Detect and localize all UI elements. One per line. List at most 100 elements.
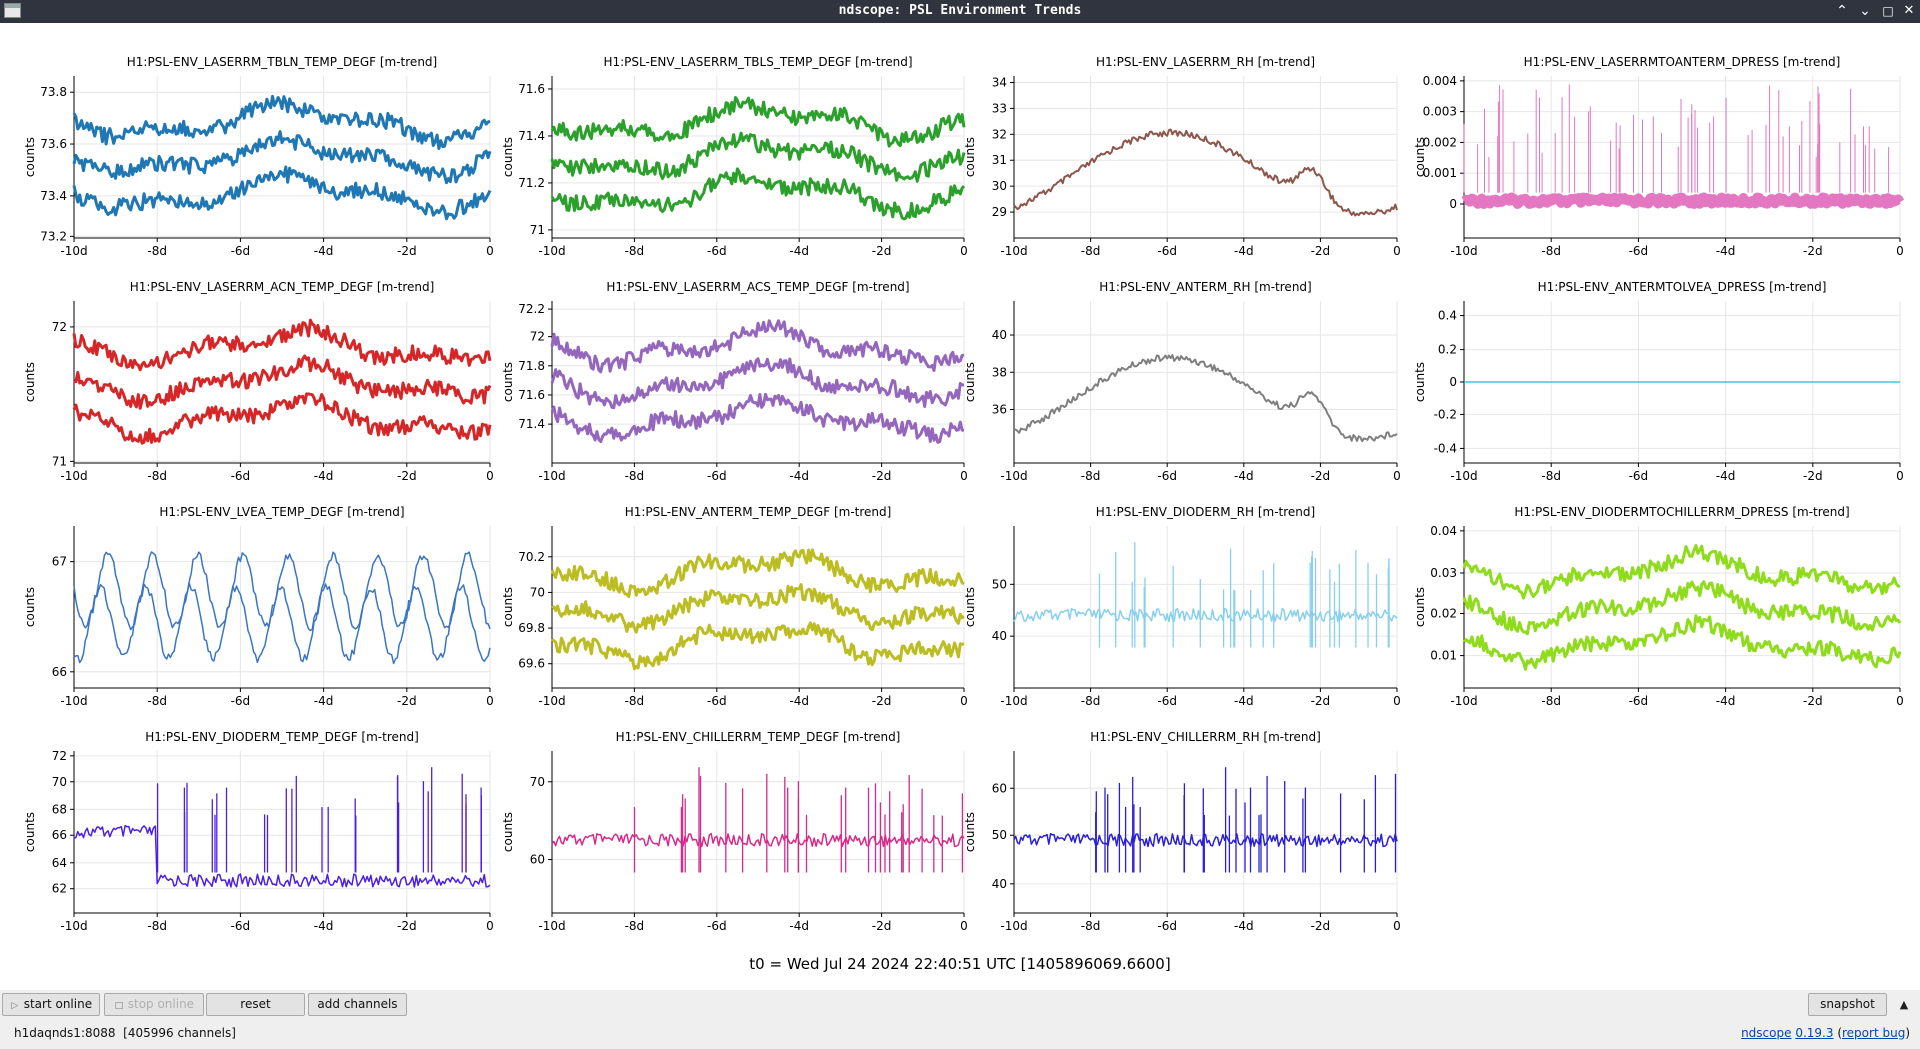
x-tick-label: -4d xyxy=(789,244,809,258)
y-tick-label: 72 xyxy=(52,749,67,763)
chevron-down-icon[interactable]: ⌄ xyxy=(1859,3,1871,19)
maximize-icon[interactable]: □ xyxy=(1882,4,1894,18)
x-tick-label: -4d xyxy=(1234,694,1254,708)
scroll-up-icon[interactable]: ▲ xyxy=(1899,998,1909,1011)
x-tick-label: -6d xyxy=(707,469,727,483)
trace-line xyxy=(551,583,965,634)
trace-line xyxy=(1462,614,1902,671)
trace-line xyxy=(550,167,966,221)
trace-line xyxy=(1013,832,1398,848)
plot-area[interactable] xyxy=(74,751,490,913)
trace-line xyxy=(550,96,966,148)
play-icon: ▷ xyxy=(11,1001,19,1011)
y-tick-label: -0.4 xyxy=(1434,441,1457,455)
plot-area[interactable] xyxy=(1014,301,1397,463)
y-axis-label: counts xyxy=(963,137,977,177)
y-tick-label: 50 xyxy=(992,828,1007,842)
x-tick-label: -6d xyxy=(1629,694,1649,708)
y-tick-label: 40 xyxy=(992,877,1007,891)
plot-title: H1:PSL-ENV_DIODERMTOCHILLERRM_DPRESS [m-… xyxy=(1514,505,1849,519)
trace-line xyxy=(550,548,965,598)
trace-line xyxy=(73,824,491,888)
y-tick-label: 0.03 xyxy=(1430,566,1457,580)
y-tick-label: 34 xyxy=(992,75,1007,89)
trace-line xyxy=(550,131,966,183)
y-tick-label: 71 xyxy=(530,223,545,237)
ndscope-link[interactable]: ndscope xyxy=(1741,1026,1792,1040)
close-icon[interactable]: ✕ xyxy=(1903,3,1915,18)
x-tick-label: -10d xyxy=(1000,244,1027,258)
y-tick-label: 0.02 xyxy=(1430,606,1457,620)
trace-line xyxy=(73,354,492,410)
x-tick-label: -8d xyxy=(1081,469,1101,483)
x-tick-label: -2d xyxy=(872,919,892,933)
x-tick-label: -6d xyxy=(231,469,251,483)
plot-title: H1:PSL-ENV_CHILLERRM_RH [m-trend] xyxy=(1090,730,1321,744)
x-tick-label: -2d xyxy=(872,694,892,708)
x-tick-label: -10d xyxy=(538,469,565,483)
x-tick-label: 0 xyxy=(1393,694,1401,708)
bottom-toolbar: ▷ start online □ stop online reset add c… xyxy=(0,990,1920,1049)
x-tick-label: -8d xyxy=(147,694,167,708)
stop-online-button[interactable]: □ stop online xyxy=(104,993,204,1016)
plot-area[interactable] xyxy=(1014,751,1397,913)
y-tick-label: 73.4 xyxy=(40,189,67,203)
x-tick-label: -8d xyxy=(1541,694,1561,708)
x-tick-label: -8d xyxy=(147,469,167,483)
x-tick-label: -2d xyxy=(1311,694,1331,708)
y-tick-label: 32 xyxy=(992,127,1007,141)
plot-area[interactable] xyxy=(74,301,490,463)
x-tick-label: -2d xyxy=(397,694,417,708)
report-bug-link[interactable]: report bug xyxy=(1842,1026,1906,1040)
chevron-up-icon[interactable]: ⌃ xyxy=(1836,3,1848,19)
x-tick-label: -4d xyxy=(1716,244,1736,258)
y-tick-label: 70 xyxy=(52,775,67,789)
x-tick-label: -4d xyxy=(1234,919,1254,933)
plot-title: H1:PSL-ENV_ANTERMTOLVEA_DPRESS [m-trend] xyxy=(1538,280,1827,294)
y-tick-label: 71.6 xyxy=(518,388,545,402)
x-tick-label: -4d xyxy=(789,469,809,483)
y-axis-label: counts xyxy=(501,137,515,177)
x-tick-label: -6d xyxy=(1157,469,1177,483)
x-tick-label: 0 xyxy=(486,469,494,483)
plot-area[interactable] xyxy=(1014,76,1397,238)
y-tick-label: 0.003 xyxy=(1423,105,1457,119)
x-tick-label: -4d xyxy=(1234,244,1254,258)
x-tick-label: -8d xyxy=(625,244,645,258)
x-tick-label: 0 xyxy=(486,694,494,708)
x-tick-label: -2d xyxy=(1311,244,1331,258)
plot-title: H1:PSL-ENV_LVEA_TEMP_DEGF [m-trend] xyxy=(159,505,404,519)
y-axis-label: counts xyxy=(23,587,37,627)
add-channels-button[interactable]: add channels xyxy=(308,993,407,1016)
window-titlebar: ndscope: PSL Environment Trends ⌃ ⌄ □ ✕ xyxy=(0,0,1920,23)
start-online-button[interactable]: ▷ start online xyxy=(2,993,100,1016)
plot-area[interactable] xyxy=(74,526,490,688)
y-tick-label: 67 xyxy=(52,555,67,569)
plot-area[interactable] xyxy=(1464,76,1900,238)
snapshot-button[interactable]: snapshot xyxy=(1808,993,1887,1016)
y-tick-label: 68 xyxy=(52,802,67,816)
plot-area[interactable] xyxy=(552,751,964,913)
server-address: h1daqnds1:8088 xyxy=(14,1026,116,1040)
reset-button[interactable]: reset xyxy=(206,993,305,1016)
y-tick-label: 31 xyxy=(992,153,1007,167)
x-tick-label: -8d xyxy=(625,919,645,933)
plot-title: H1:PSL-ENV_LASERRM_ACS_TEMP_DEGF [m-tren… xyxy=(606,280,909,294)
y-tick-label: 66 xyxy=(52,828,67,842)
y-axis-label: counts xyxy=(1413,137,1427,177)
plot-grid[interactable]: H1:PSL-ENV_LASERRM_TBLN_TEMP_DEGF [m-tre… xyxy=(0,23,1920,991)
x-tick-label: -6d xyxy=(1157,694,1177,708)
y-axis-label: counts xyxy=(963,587,977,627)
y-tick-label: 40 xyxy=(992,629,1007,643)
x-tick-label: -2d xyxy=(1803,469,1823,483)
plot-area[interactable] xyxy=(552,526,964,688)
x-tick-label: -10d xyxy=(538,244,565,258)
plot-area[interactable] xyxy=(1014,526,1397,688)
trace-line xyxy=(550,357,965,410)
y-tick-label: 72.2 xyxy=(518,302,545,316)
version-link[interactable]: 0.19.3 xyxy=(1795,1026,1834,1040)
y-tick-label: 0.01 xyxy=(1430,649,1457,663)
x-tick-label: -2d xyxy=(397,469,417,483)
x-tick-label: -8d xyxy=(1081,694,1101,708)
y-tick-label: 36 xyxy=(992,403,1007,417)
